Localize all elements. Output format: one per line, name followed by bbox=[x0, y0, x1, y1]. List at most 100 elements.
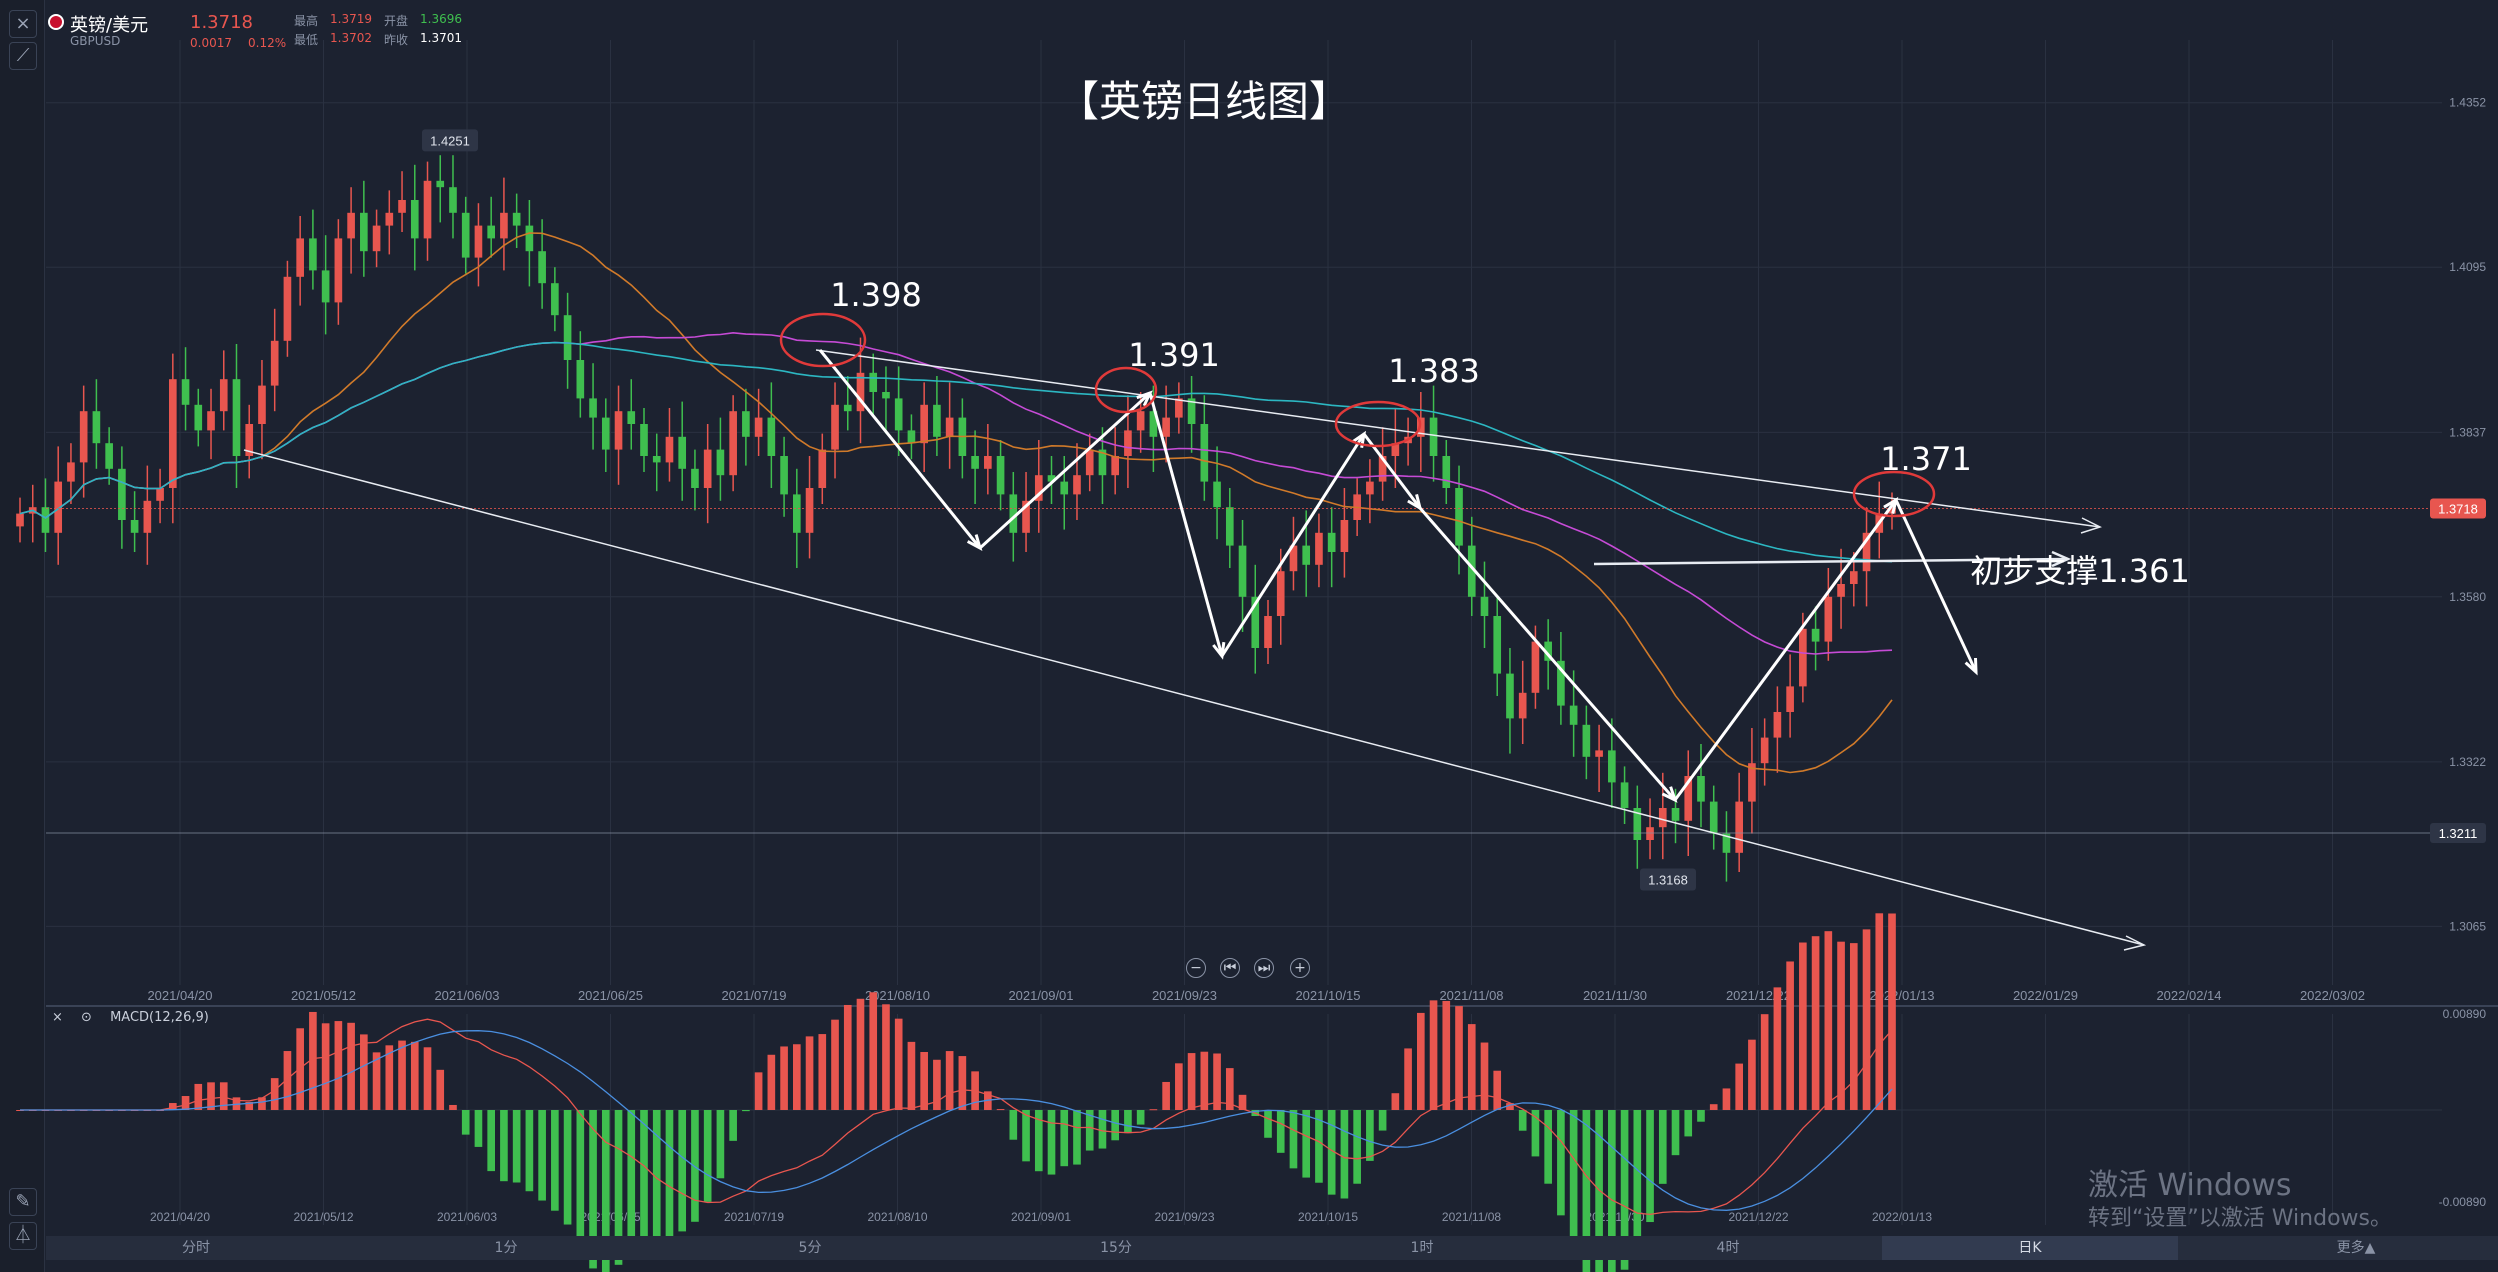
pen-icon[interactable]: ✎ bbox=[9, 1188, 37, 1216]
candle-body bbox=[219, 379, 228, 412]
macd-bar bbox=[1811, 936, 1820, 1110]
scroll-start-button[interactable]: ⏮ bbox=[1220, 958, 1240, 978]
x-tick-label: 2021/06/25 bbox=[578, 988, 643, 1003]
candle-body bbox=[805, 488, 814, 533]
macd-bar bbox=[334, 1021, 343, 1110]
candle-body bbox=[1811, 628, 1820, 642]
macd-bar bbox=[1340, 1110, 1349, 1199]
prev-close-value: 1.3701 bbox=[420, 31, 462, 45]
candle-body bbox=[449, 187, 457, 213]
candle-body bbox=[869, 372, 878, 392]
candle-body bbox=[105, 443, 113, 469]
macd-bar bbox=[1162, 1081, 1170, 1110]
macd-bar bbox=[652, 1110, 661, 1253]
candle-body bbox=[1315, 532, 1323, 565]
zoom-in-button[interactable]: + bbox=[1290, 958, 1310, 978]
macd-title: MACD(12,26,9) bbox=[110, 1010, 209, 1025]
close-icon[interactable]: × bbox=[9, 10, 37, 38]
macd-bar bbox=[525, 1110, 534, 1192]
candle-body bbox=[792, 494, 801, 533]
candle-body bbox=[1684, 776, 1693, 821]
tf-1hour[interactable]: 1时 bbox=[1410, 1240, 1434, 1256]
candle-body bbox=[1124, 430, 1132, 456]
tf-5min[interactable]: 5分 bbox=[798, 1240, 822, 1256]
crosshair-price-label: 1.3211 bbox=[2439, 826, 2478, 841]
macd-x-tick-label: 2021/06/03 bbox=[437, 1210, 497, 1224]
x-tick-label: 2021/06/03 bbox=[434, 988, 499, 1003]
wave-arrow bbox=[1673, 499, 1898, 801]
macd-x-tick-label: 2021/04/20 bbox=[150, 1210, 210, 1224]
wave-arrow bbox=[978, 391, 1152, 550]
scroll-end-button[interactable]: ⏭ bbox=[1254, 958, 1274, 978]
tf-15min[interactable]: 15分 bbox=[1100, 1240, 1132, 1256]
prev-close-label: 昨收 bbox=[384, 33, 409, 47]
indicator-icon[interactable]: ⏃ bbox=[9, 1222, 37, 1250]
macd-bar bbox=[933, 1059, 941, 1110]
macd-bar bbox=[754, 1072, 763, 1110]
candle-body bbox=[54, 481, 63, 533]
macd-bar bbox=[920, 1052, 928, 1110]
tf-daily[interactable]: 日K bbox=[1882, 1236, 2178, 1260]
macd-bar bbox=[1264, 1110, 1272, 1138]
candle-body bbox=[1175, 398, 1183, 418]
ma-orange-line bbox=[19, 232, 1893, 774]
candle-body bbox=[334, 238, 343, 303]
zoom-out-button[interactable]: − bbox=[1186, 958, 1206, 978]
candle-body bbox=[1200, 424, 1209, 482]
macd-x-tick-label: 2021/07/19 bbox=[724, 1210, 784, 1224]
candle-body bbox=[1085, 449, 1094, 476]
macd-bar bbox=[627, 1110, 636, 1256]
macd-bar bbox=[487, 1110, 496, 1172]
peak-circle bbox=[1094, 366, 1158, 414]
macd-settings-icon[interactable]: ⊙ bbox=[81, 1010, 92, 1025]
candle-body bbox=[1378, 456, 1387, 482]
macd-bar bbox=[1697, 1110, 1705, 1122]
macd-bar bbox=[1034, 1110, 1043, 1172]
lower-channel-line bbox=[243, 449, 2145, 946]
macd-y-tick-label: -0.00890 bbox=[2439, 1195, 2487, 1209]
macd-bar bbox=[296, 1028, 304, 1110]
macd-bar bbox=[1671, 1110, 1680, 1156]
macd-bar bbox=[1073, 1110, 1081, 1165]
macd-bar bbox=[831, 1019, 839, 1110]
candle-body bbox=[500, 212, 508, 239]
symbol-name[interactable]: 英镑/美元 bbox=[70, 15, 149, 36]
candle-body bbox=[601, 417, 610, 450]
macd-bar bbox=[1136, 1110, 1145, 1125]
macd-bar bbox=[691, 1110, 699, 1222]
candle-body bbox=[245, 424, 254, 456]
macd-bar bbox=[270, 1078, 279, 1110]
tf-intraday[interactable]: 分时 bbox=[182, 1240, 210, 1256]
macd-close-icon[interactable]: × bbox=[52, 1010, 63, 1025]
macd-bar bbox=[1098, 1110, 1107, 1149]
x-tick-label: 2021/04/20 bbox=[147, 988, 212, 1003]
candle-body bbox=[1862, 532, 1871, 572]
high-marker-box bbox=[422, 129, 478, 152]
candle-body bbox=[1773, 712, 1782, 738]
macd-bar bbox=[869, 992, 878, 1110]
candle-body bbox=[729, 411, 737, 476]
x-tick-label: 2021/11/30 bbox=[1583, 988, 1647, 1003]
tf-4hour[interactable]: 4时 bbox=[1716, 1240, 1740, 1256]
macd-bar bbox=[1569, 1110, 1578, 1252]
arrow-head bbox=[2051, 550, 2072, 568]
tf-1min[interactable]: 1分 bbox=[494, 1240, 518, 1256]
candle-body bbox=[1557, 660, 1565, 706]
macd-bar bbox=[1111, 1110, 1120, 1141]
candle-body bbox=[258, 385, 266, 424]
candle-body bbox=[640, 424, 648, 456]
candle-body bbox=[360, 212, 368, 252]
candle-body bbox=[843, 404, 852, 412]
x-tick-label: 2022/01/13 bbox=[1869, 988, 1934, 1003]
candle-body bbox=[563, 315, 572, 360]
tf-more[interactable]: 更多▲ bbox=[2336, 1240, 2376, 1256]
open-label: 开盘 bbox=[384, 14, 409, 28]
draw-line-icon[interactable]: ⟋ bbox=[9, 42, 37, 70]
x-tick-label: 2022/01/29 bbox=[2013, 988, 2078, 1003]
candle-body bbox=[1658, 808, 1667, 828]
macd-bar bbox=[219, 1082, 228, 1110]
macd-bar bbox=[716, 1110, 725, 1179]
macd-x-tick-label: 2022/01/13 bbox=[1872, 1210, 1932, 1224]
macd-bar bbox=[538, 1110, 546, 1201]
